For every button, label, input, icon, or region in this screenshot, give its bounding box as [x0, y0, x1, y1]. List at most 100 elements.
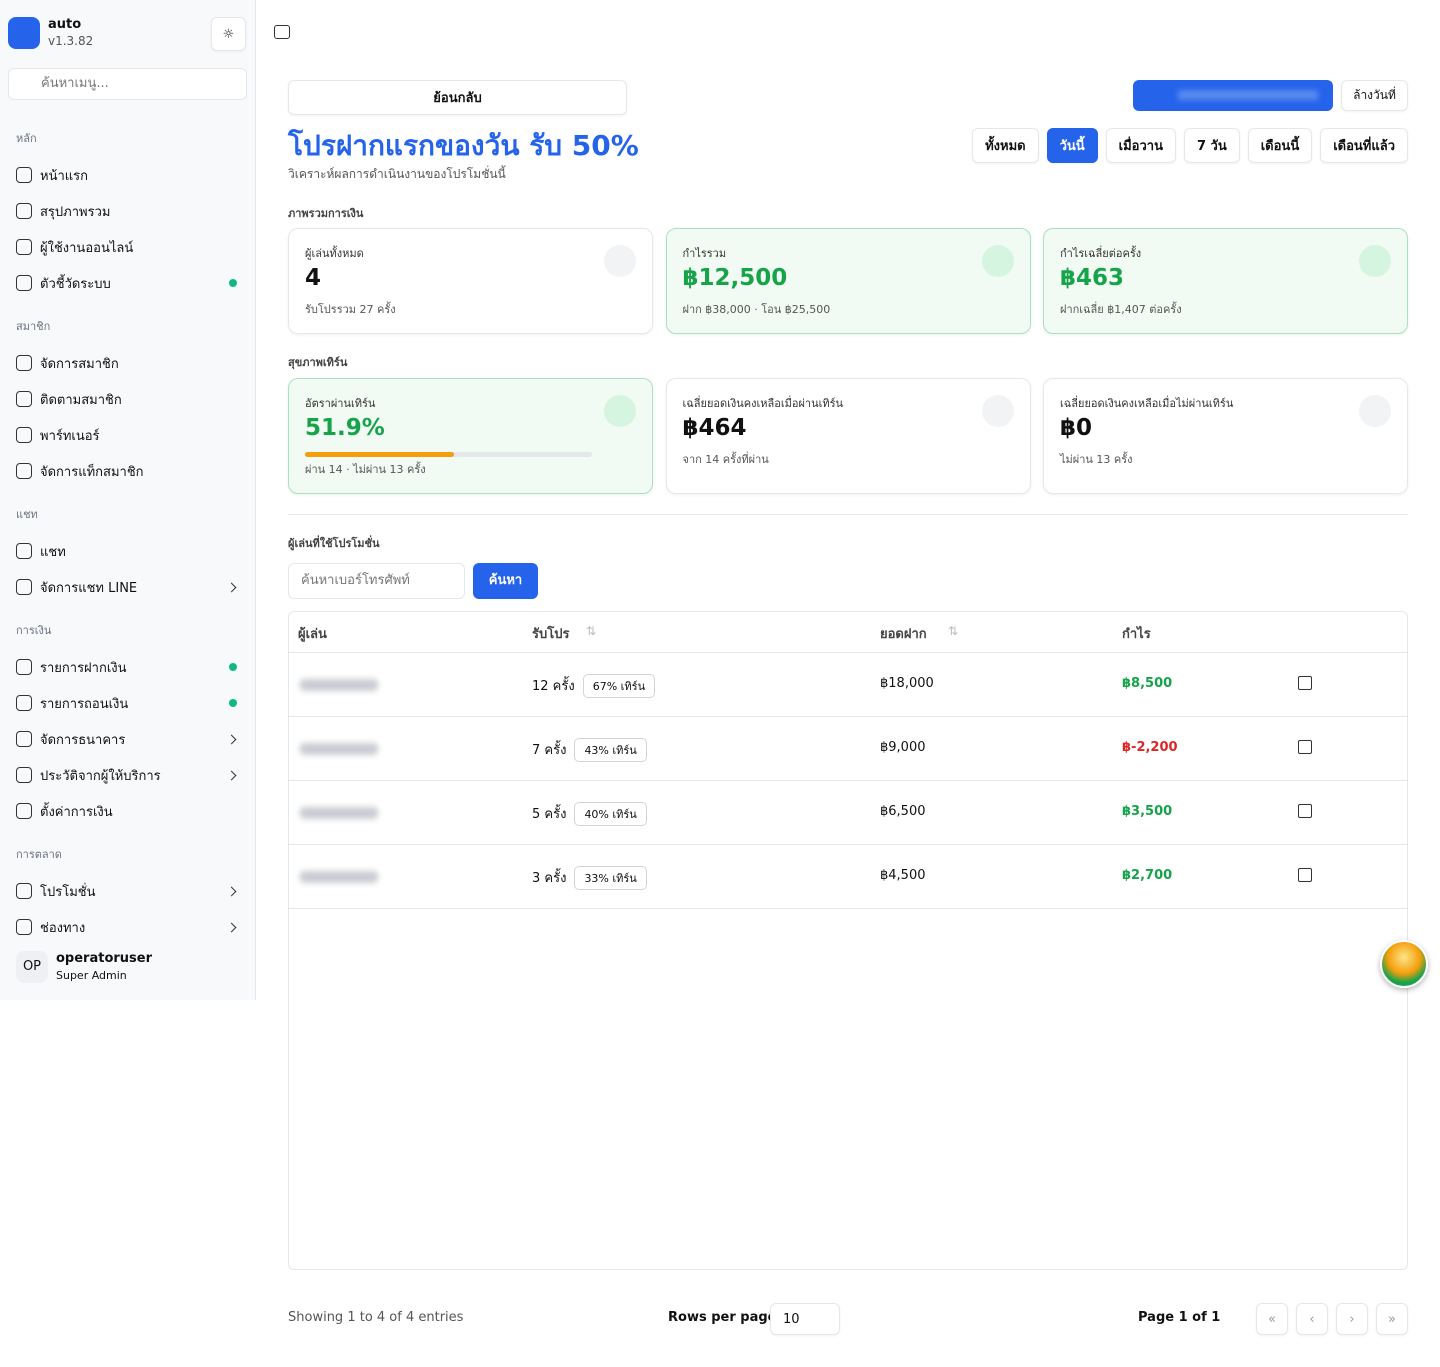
column-header: รับโปร: [532, 627, 570, 642]
sort-icon[interactable]: ⇅: [948, 624, 959, 638]
progress-track: [305, 452, 592, 457]
menu-label: ติดตามสมาชิก: [40, 392, 122, 408]
menu-icon: [16, 167, 32, 183]
menu-section-title: หลัก: [16, 132, 37, 145]
date-range-button[interactable]: [1133, 80, 1333, 111]
menu-item[interactable]: พาร์ทเนอร์: [0, 417, 255, 453]
menu-item[interactable]: ตัวชี้วัดระบบ: [0, 265, 255, 301]
stat-card: อัตราผ่านเทิร์น 51.9% ผ่าน 14 · ไม่ผ่าน 13…: [288, 378, 653, 494]
menu-item[interactable]: ประวัติจากผู้ให้บริการ: [0, 757, 255, 793]
deposit: ฿18,000: [880, 676, 934, 691]
menu-icon: [16, 543, 32, 559]
filter-button[interactable]: 7 วัน: [1183, 128, 1240, 163]
card-icon: [1359, 245, 1391, 277]
menu-item[interactable]: ช่องทาง: [0, 909, 255, 945]
open-link[interactable]: [1298, 868, 1312, 882]
menu-icon: [16, 275, 32, 291]
card-label: เฉลี่ยยอดเงินคงเหลือเมื่อผ่านเทิร์น: [682, 397, 844, 410]
card-note: จาก 14 ครั้งที่ผ่าน: [682, 453, 769, 466]
filter-button[interactable]: ทั้งหมด: [972, 128, 1039, 163]
theme-toggle[interactable]: ☼: [211, 17, 246, 51]
turnover-badge: 33% เทิร์น: [574, 866, 647, 890]
menu-icon: [16, 803, 32, 819]
menu-item[interactable]: รายการถอนเงิน: [0, 685, 255, 721]
section-heading: สุขภาพเทิร์น: [288, 356, 348, 369]
sidebar: auto v1.3.82 ☼ ค้นหาเมนู... หลัก หน้าแรกส…: [0, 0, 256, 1000]
progress-fill: [305, 452, 454, 457]
player-blurred: [300, 743, 378, 755]
menu-icon: [16, 579, 32, 595]
status-dot: [229, 699, 237, 707]
chevron: [226, 734, 237, 744]
menu-section-title: สมาชิก: [16, 320, 51, 333]
menu-section-title: การตลาด: [16, 848, 62, 861]
page-button[interactable]: ›: [1336, 1303, 1368, 1335]
card-icon: [981, 245, 1014, 277]
menu-label: จัดการแท็กสมาชิก: [40, 464, 144, 480]
filter-button[interactable]: เดือนที่แล้ว: [1320, 128, 1408, 163]
menu-item[interactable]: จัดการธนาคาร: [0, 721, 255, 757]
menu-icon: [16, 767, 32, 783]
menu-icon: [16, 203, 32, 219]
open-link[interactable]: [1298, 740, 1312, 754]
date-filters: ทั้งหมด วันนี้ เมื่อวาน 7 วัน เดือนนี้ เดือนท…: [972, 128, 1408, 163]
menu-item[interactable]: ผู้ใช้งานออนไลน์: [0, 229, 255, 265]
menu-item[interactable]: โปรโมชั่น: [0, 873, 255, 909]
card-icon: [1359, 395, 1391, 427]
card-value: 4: [305, 265, 322, 291]
profit: ฿8,500: [1122, 676, 1173, 691]
filter-button[interactable]: วันนี้: [1046, 128, 1098, 163]
open-link[interactable]: [1298, 676, 1312, 690]
open-link[interactable]: [1298, 804, 1312, 818]
chevron: [226, 886, 237, 896]
page-button[interactable]: ‹: [1296, 1303, 1328, 1335]
menu-item[interactable]: จัดการแท็กสมาชิก: [0, 453, 255, 489]
page-button[interactable]: «: [1256, 1303, 1288, 1335]
phone-search[interactable]: ค้นหาเบอร์โทรศัพท์: [288, 563, 465, 599]
claims-cell: 3 ครั้ง 33% เทิร์น: [532, 866, 647, 890]
user-role: Super Admin: [56, 969, 127, 982]
menu-item[interactable]: ตั้งค่าการเงิน: [0, 793, 255, 829]
menu-item[interactable]: รายการฝากเงิน: [0, 649, 255, 685]
deposit: ฿4,500: [880, 868, 926, 883]
menu-item[interactable]: แชท: [0, 533, 255, 569]
filter-button[interactable]: เมื่อวาน: [1105, 128, 1176, 163]
stat-card: กำไรรวม ฿12,500 ฝาก ฿38,000 · โอน ฿25,500: [665, 228, 1031, 334]
floating-widget[interactable]: [1380, 940, 1428, 988]
menu-icon: [16, 391, 32, 407]
status-dot: [229, 663, 237, 671]
menu-item[interactable]: หน้าแรก: [0, 157, 255, 193]
card-note: ฝากเฉลี่ย ฿1,407 ต่อครั้ง: [1060, 303, 1182, 316]
menu-item[interactable]: สรุปภาพรวม: [0, 193, 255, 229]
menu-item[interactable]: จัดการแชท LINE: [0, 569, 255, 605]
deposit: ฿6,500: [880, 804, 926, 819]
rows-per-page-value: 10: [783, 1311, 800, 1327]
pagination: «‹ ›»: [1256, 1303, 1408, 1335]
claims: 12 ครั้ง: [532, 679, 575, 694]
search-button[interactable]: ค้นหา: [473, 563, 538, 599]
sort-icon[interactable]: ⇅: [586, 624, 597, 638]
clear-date-button[interactable]: ล้างวันที่: [1341, 80, 1408, 111]
filter-button[interactable]: เดือนนี้: [1247, 128, 1313, 163]
sidebar-toggle[interactable]: [274, 25, 290, 39]
turnover-badge: 40% เทิร์น: [574, 802, 647, 826]
card-label: ผู้เล่นทั้งหมด: [305, 247, 364, 260]
menu-item[interactable]: ติดตามสมาชิก: [0, 381, 255, 417]
menu-icon: [16, 883, 32, 899]
stat-card: เฉลี่ยยอดเงินคงเหลือเมื่อผ่านเทิร์น฿464 จ…: [665, 378, 1031, 494]
profit: ฿-2,200: [1122, 740, 1178, 755]
card-value: ฿464: [682, 415, 747, 441]
back-button[interactable]: ย้อนกลับ: [288, 80, 627, 115]
chevron: [226, 770, 237, 780]
rows-per-page-select[interactable]: 10: [770, 1303, 840, 1335]
page-button[interactable]: »: [1376, 1303, 1408, 1335]
user-avatar: OP: [16, 951, 48, 983]
table-row: 5 ครั้ง 40% เทิร์น ฿6,500 ฿3,500: [288, 781, 1408, 845]
claims: 3 ครั้ง: [532, 871, 567, 886]
chevron: [226, 582, 237, 592]
menu-search[interactable]: ค้นหาเมนู...: [8, 68, 247, 100]
menu-item[interactable]: จัดการสมาชิก: [0, 345, 255, 381]
column-header: ผู้เล่น: [298, 627, 327, 642]
app-logo: [8, 17, 40, 49]
claims-cell: 12 ครั้ง 67% เทิร์น: [532, 674, 656, 698]
